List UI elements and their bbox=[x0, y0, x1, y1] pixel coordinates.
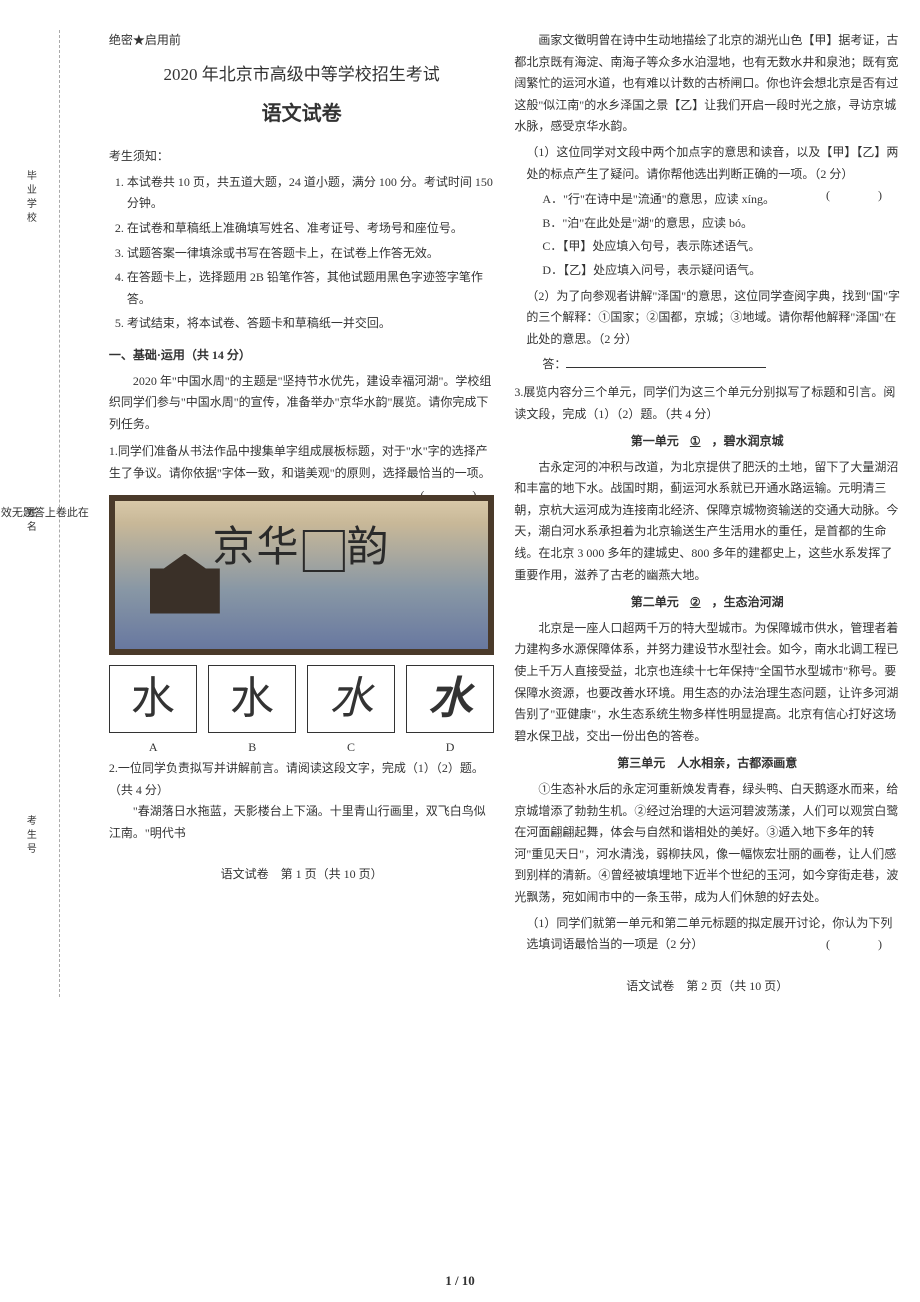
notice-label: 考生须知： bbox=[109, 146, 495, 168]
choice-a: 水 bbox=[109, 665, 197, 733]
main-title: 2020 年北京市高级中等学校招生考试 bbox=[109, 60, 495, 91]
answer-line: 答： bbox=[514, 354, 900, 376]
footer-page-2: 语文试卷 第 2 页（共 10 页） bbox=[514, 976, 900, 998]
unit-2-title: 第二单元 ② ，生态治河湖 bbox=[514, 592, 900, 614]
instruction-item: 在试卷和草稿纸上准确填写姓名、准考证号、考场号和座位号。 bbox=[127, 218, 495, 240]
question-2-quote: "春湖落日水拖蓝，天影楼台上下涵。十里青山行画里，双飞白鸟似江南。"明代书 bbox=[109, 801, 495, 844]
question-2: 2.一位同学负责拟写并讲解前言。请阅读这段文字，完成（1）（2）题。（共 4 分… bbox=[109, 758, 495, 801]
blank-box-icon bbox=[303, 530, 345, 572]
sub-question-1: （1）这位同学对文段中两个加点字的意思和读音，以及【甲】【乙】两处的标点产生了疑… bbox=[514, 142, 900, 185]
unit-1-text: 古永定河的冲积与改道，为北京提供了肥沃的土地，留下了大量湖沼和丰富的地下水。战国… bbox=[514, 457, 900, 587]
instruction-item: 考试结束，将本试卷、答题卡和草稿纸一并交回。 bbox=[127, 313, 495, 335]
section-1-intro: 2020 年"中国水周"的主题是"坚持节水优先，建设幸福河湖"。学校组织同学们参… bbox=[109, 371, 495, 436]
unit-3-title: 第三单元 人水相亲，古都添画意 bbox=[514, 753, 900, 775]
instruction-item: 本试卷共 10 页，共五道大题，24 道小题，满分 100 分。考试时间 150… bbox=[127, 172, 495, 215]
unit-2-text: 北京是一座人口超两千万的特大型城市。为保障城市供水，管理者着力建构多水源保障体系… bbox=[514, 618, 900, 748]
section-1-head: 一、基础·运用（共 14 分） bbox=[109, 345, 495, 367]
q3-sub-1: （1）同学们就第一单元和第二单元标题的拟定展开讨论，你认为下列选填词语最恰当的一… bbox=[514, 913, 900, 956]
confidential-label: 绝密★启用前 bbox=[109, 30, 495, 52]
side-label-name: 姓名 bbox=[20, 507, 38, 535]
binding-column: 在 此 卷 上 答 题 无 效 bbox=[59, 30, 89, 997]
option-c: C．【甲】处应填入句号，表示陈述语气。 bbox=[514, 236, 900, 258]
binding-mark-3: 卷 bbox=[56, 489, 67, 539]
answer-blank bbox=[566, 367, 766, 368]
choice-c: 水 bbox=[307, 665, 395, 733]
unit-2-blank: ② bbox=[682, 595, 709, 609]
choice-label-a: A bbox=[149, 737, 158, 759]
side-label-id: 考生号 bbox=[20, 815, 38, 857]
pagoda-icon bbox=[150, 554, 220, 614]
sub-title: 语文试卷 bbox=[109, 96, 495, 132]
right-top-para: 画家文徵明曾在诗中生动地描绘了北京的湖光山色【甲】据考证，古都北京既有海淀、南海… bbox=[514, 30, 900, 138]
binding-mark-1: 在 bbox=[78, 489, 89, 539]
right-page: 画家文徵明曾在诗中生动地描绘了北京的湖光山色【甲】据考证，古都北京既有海淀、南海… bbox=[514, 30, 900, 997]
page-bottom-counter: 1 / 10 bbox=[0, 1269, 920, 1292]
side-label-column: 毕业学校 姓名 考生号 bbox=[20, 30, 39, 997]
instruction-list: 本试卷共 10 页，共五道大题，24 道小题，满分 100 分。考试时间 150… bbox=[109, 172, 495, 335]
side-label-school: 毕业学校 bbox=[20, 170, 38, 226]
choice-d: 水 bbox=[406, 665, 494, 733]
calligraphy-text: 京华韵 bbox=[212, 511, 390, 587]
question-1-text: 1.同学们准备从书法作品中搜集单字组成展板标题，对于"水"字的选择产生了争议。请… bbox=[109, 444, 491, 480]
choice-label-d: D bbox=[446, 737, 455, 759]
calligraphy-image: 京华韵 bbox=[109, 495, 495, 655]
choice-labels: A B C D bbox=[109, 737, 495, 759]
unit-1-title: 第一单元 ① ，碧水润京城 bbox=[514, 431, 900, 453]
binding-mark-8: 效 bbox=[1, 489, 12, 539]
choices-row: 水 水 水 水 bbox=[109, 665, 495, 733]
option-d: D．【乙】处应填入问号，表示疑问语气。 bbox=[514, 260, 900, 282]
answer-paren: ( ) bbox=[826, 185, 900, 207]
footer-page-1: 语文试卷 第 1 页（共 10 页） bbox=[109, 864, 495, 886]
choice-label-b: B bbox=[248, 737, 256, 759]
left-page: 绝密★启用前 2020 年北京市高级中等学校招生考试 语文试卷 考生须知： 本试… bbox=[109, 30, 495, 997]
option-b: B．"泊"在此处是"湖"的意思，应读 bó。 bbox=[514, 213, 900, 235]
instruction-item: 在答题卡上，选择题用 2B 铅笔作答，其他试题用黑色字迹签字笔作答。 bbox=[127, 267, 495, 310]
question-3: 3.展览内容分三个单元，同学们为这三个单元分别拟写了标题和引言。阅读文段，完成（… bbox=[514, 382, 900, 425]
sub-question-2: （2）为了向参观者讲解"泽国"的意思，这位同学查阅字典，找到"国"字的三个解释：… bbox=[514, 286, 900, 351]
choice-b: 水 bbox=[208, 665, 296, 733]
unit-1-blank: ① bbox=[682, 434, 709, 448]
binding-mark-4: 上 bbox=[45, 489, 56, 539]
unit-3-text: ①生态补水后的永定河重新焕发青春，绿头鸭、白天鹅逐水而来，给京城增添了勃勃生机。… bbox=[514, 779, 900, 909]
question-1: 1.同学们准备从书法作品中搜集单字组成展板标题，对于"水"字的选择产生了争议。请… bbox=[109, 441, 495, 484]
instruction-item: 试题答案一律填涂或书写在答题卡上，在试卷上作答无效。 bbox=[127, 243, 495, 265]
answer-paren: ( ) bbox=[826, 934, 900, 956]
choice-label-c: C bbox=[347, 737, 355, 759]
binding-mark-2: 此 bbox=[67, 489, 78, 539]
